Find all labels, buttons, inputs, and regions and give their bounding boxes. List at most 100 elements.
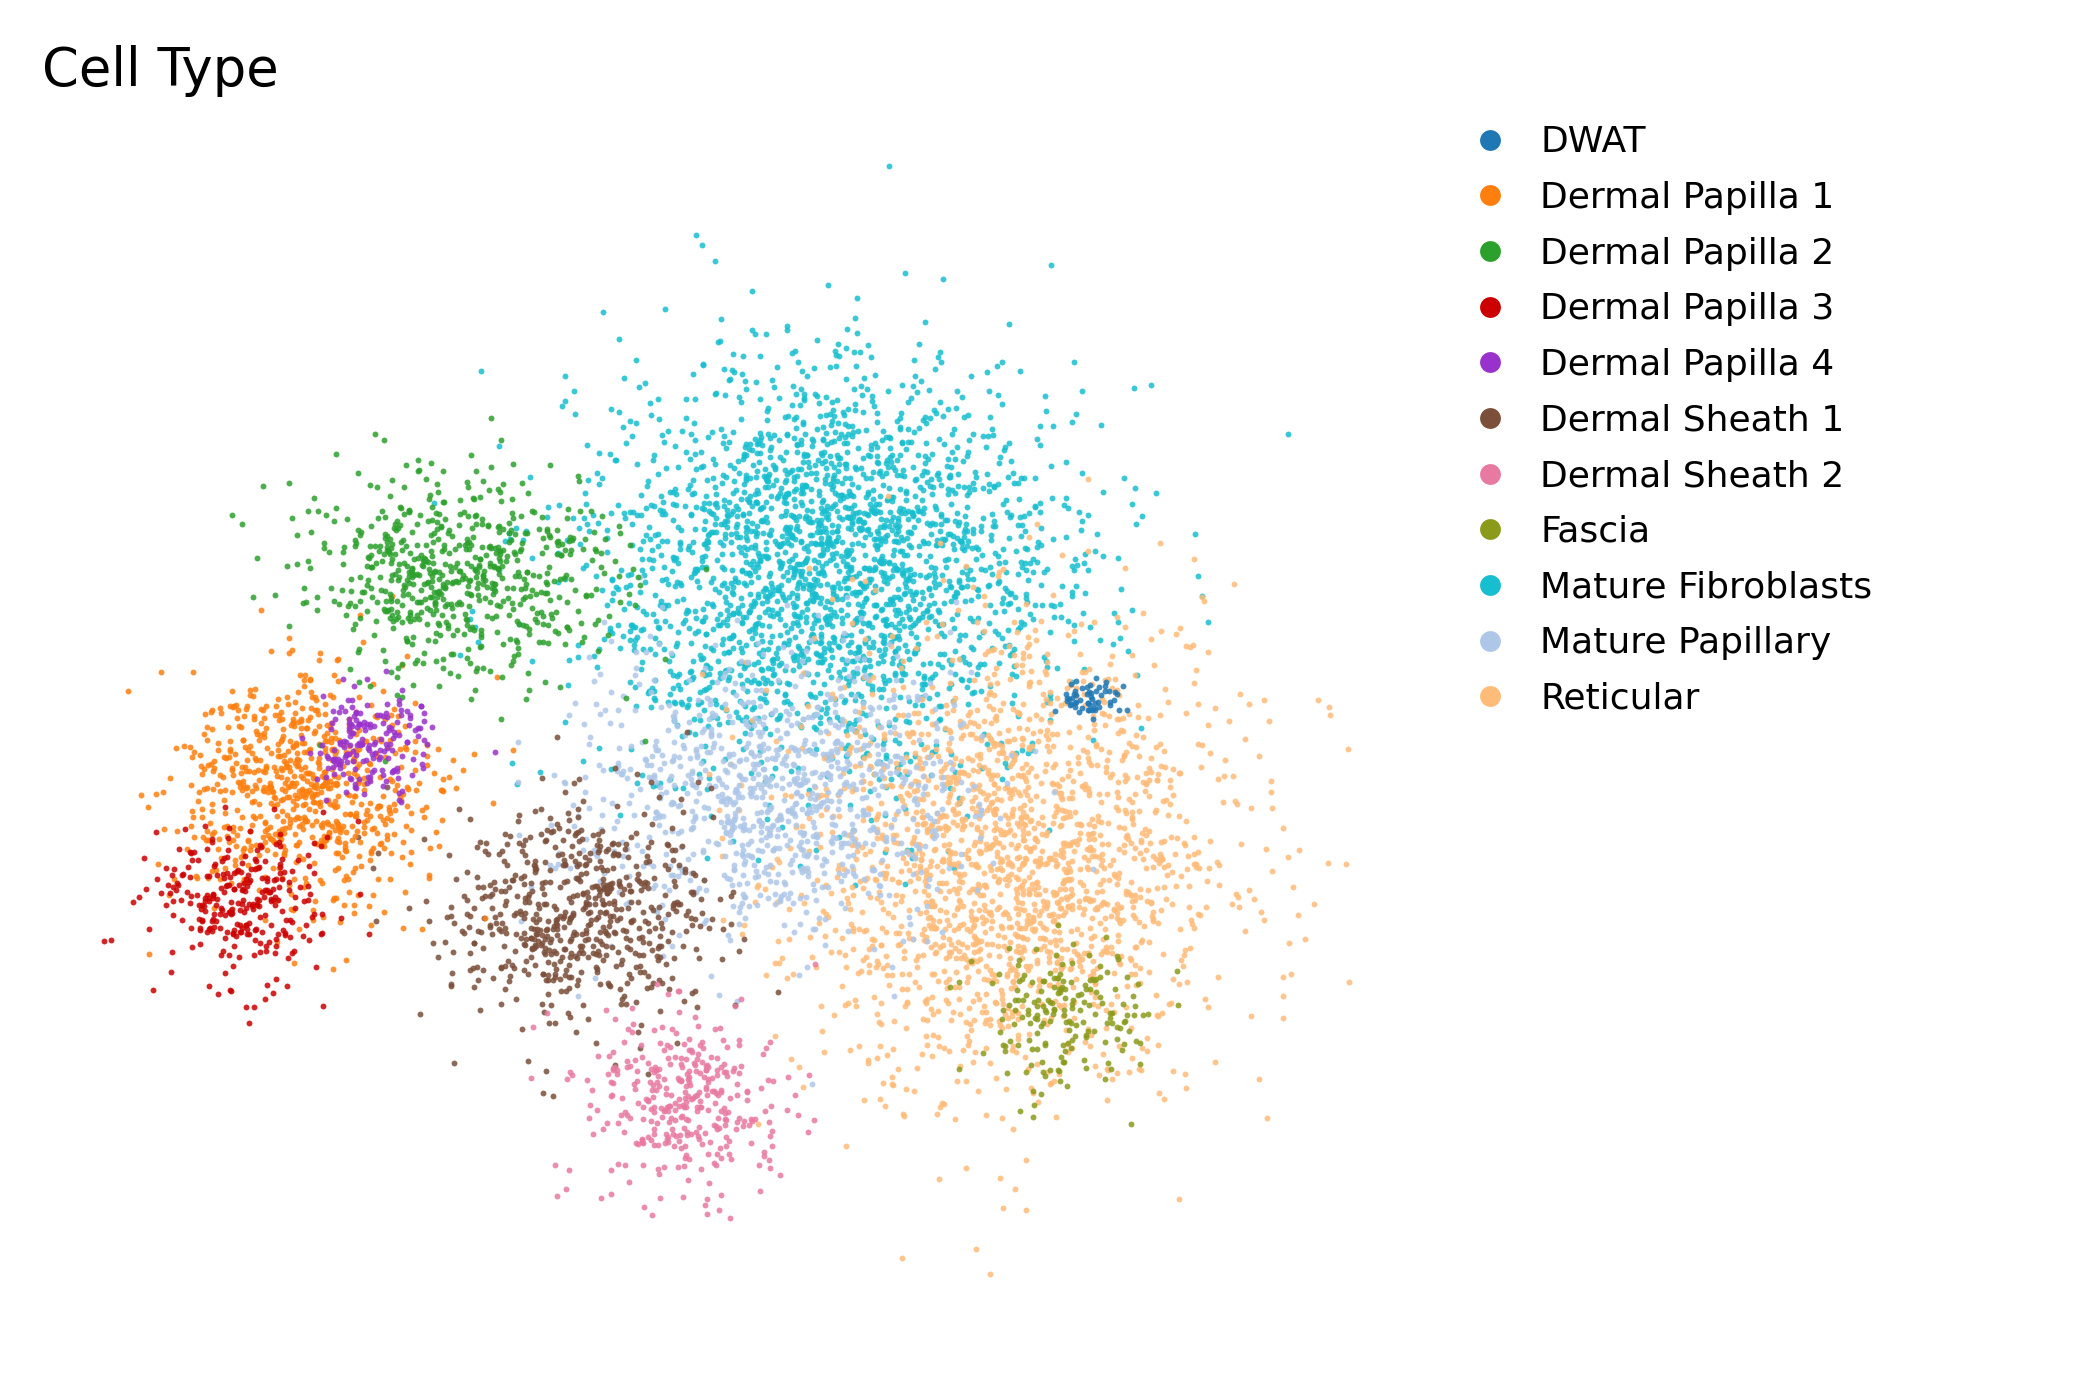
Point xyxy=(739,442,772,464)
Point xyxy=(781,594,814,616)
Point xyxy=(166,864,199,886)
Point xyxy=(1077,697,1111,719)
Point xyxy=(845,686,878,708)
Point xyxy=(401,604,434,626)
Point xyxy=(803,591,837,614)
Point xyxy=(1077,889,1111,911)
Point xyxy=(224,921,257,943)
Point xyxy=(671,1169,704,1191)
Point xyxy=(1036,771,1069,794)
Point xyxy=(959,878,992,900)
Point xyxy=(992,506,1026,528)
Point xyxy=(1192,713,1225,735)
Point xyxy=(1181,903,1214,925)
Point xyxy=(826,823,859,845)
Point xyxy=(648,492,681,514)
Point xyxy=(741,482,774,504)
Point xyxy=(899,643,932,665)
Point xyxy=(930,816,963,838)
Point xyxy=(392,561,426,583)
Point xyxy=(274,909,307,931)
Point xyxy=(401,726,434,748)
Point xyxy=(911,819,945,841)
Point xyxy=(359,910,392,932)
Point xyxy=(266,868,299,891)
Point xyxy=(1042,878,1075,900)
Point xyxy=(326,579,359,601)
Point xyxy=(598,921,631,943)
Point xyxy=(1013,878,1046,900)
Point xyxy=(955,773,988,795)
Point xyxy=(355,576,388,598)
Point xyxy=(1181,565,1214,587)
Point xyxy=(808,648,841,670)
Point xyxy=(318,740,351,762)
Point xyxy=(963,988,996,1010)
Point xyxy=(816,645,849,668)
Point xyxy=(561,974,594,996)
Point xyxy=(743,672,776,694)
Point xyxy=(1071,699,1104,722)
Point xyxy=(727,641,760,663)
Point xyxy=(311,747,345,769)
Point xyxy=(1055,921,1088,943)
Point xyxy=(407,547,440,569)
Point xyxy=(625,878,658,900)
Point xyxy=(791,694,824,716)
Point xyxy=(1015,971,1048,993)
Point xyxy=(770,967,803,989)
Point xyxy=(365,776,399,798)
Point xyxy=(814,591,847,614)
Point xyxy=(693,1132,727,1154)
Point xyxy=(720,514,754,536)
Point xyxy=(907,752,940,774)
Point xyxy=(857,479,891,501)
Point xyxy=(886,663,920,686)
Point xyxy=(974,796,1007,819)
Point xyxy=(911,805,945,827)
Point xyxy=(552,907,585,929)
Point xyxy=(210,874,243,896)
Point xyxy=(903,788,936,810)
Point xyxy=(374,802,407,824)
Point xyxy=(722,902,756,924)
Point xyxy=(787,452,820,474)
Point xyxy=(907,765,940,787)
Point xyxy=(1090,749,1123,771)
Point xyxy=(363,540,397,562)
Point xyxy=(1077,964,1111,986)
Point xyxy=(345,713,378,735)
Point xyxy=(969,932,1003,954)
Point xyxy=(1038,884,1071,906)
Point xyxy=(1107,720,1140,742)
Point xyxy=(280,834,313,856)
Point xyxy=(845,573,878,596)
Point xyxy=(675,1123,708,1145)
Point xyxy=(695,1068,729,1090)
Point xyxy=(710,698,743,720)
Point xyxy=(770,500,803,522)
Point xyxy=(598,1057,631,1079)
Point xyxy=(992,907,1026,929)
Point xyxy=(1244,1068,1277,1090)
Point xyxy=(916,468,949,490)
Point xyxy=(1044,694,1077,716)
Point xyxy=(1048,692,1082,715)
Point xyxy=(550,507,583,529)
Point xyxy=(390,731,424,753)
Point xyxy=(328,741,361,763)
Point xyxy=(980,841,1013,863)
Point xyxy=(614,938,648,960)
Point xyxy=(760,708,793,730)
Point xyxy=(322,813,355,835)
Point xyxy=(370,702,403,724)
Point xyxy=(855,580,889,602)
Point xyxy=(226,843,260,866)
Point xyxy=(953,560,986,582)
Point xyxy=(1001,882,1034,904)
Point xyxy=(752,565,785,587)
Point xyxy=(961,899,994,921)
Point xyxy=(891,640,924,662)
Point xyxy=(1021,1091,1055,1114)
Point xyxy=(498,565,531,587)
